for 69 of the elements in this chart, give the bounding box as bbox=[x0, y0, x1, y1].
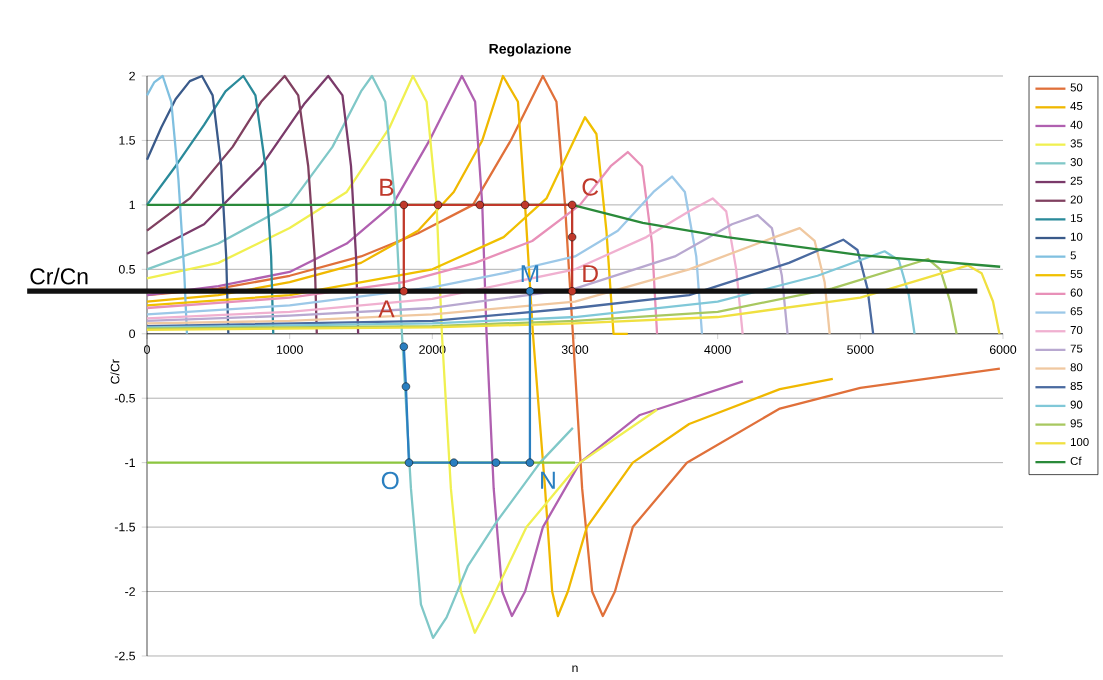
legend-label: 95 bbox=[1070, 419, 1083, 428]
point bbox=[525, 287, 535, 296]
point bbox=[568, 287, 577, 296]
point bbox=[491, 458, 501, 467]
legend-label: 20 bbox=[1070, 195, 1083, 204]
legend-label: 85 bbox=[1070, 381, 1083, 390]
x-tick-label: 1000 bbox=[276, 345, 303, 354]
legend-label: 40 bbox=[1070, 120, 1083, 129]
point bbox=[520, 200, 530, 210]
point bbox=[568, 232, 577, 242]
line-series bbox=[145, 74, 659, 634]
line-series bbox=[145, 74, 189, 335]
legend-label: 5 bbox=[1070, 251, 1076, 260]
point bbox=[401, 382, 411, 391]
annotation: C bbox=[582, 178, 599, 196]
x-axis-title: n bbox=[572, 665, 578, 673]
legend-label: 10 bbox=[1070, 232, 1083, 241]
point bbox=[568, 200, 577, 210]
y-tick-label: -1 bbox=[125, 458, 135, 467]
annotation: D bbox=[583, 265, 598, 283]
legend-label: 100 bbox=[1070, 438, 1089, 447]
x-tick-label: 4000 bbox=[704, 345, 731, 354]
line-series bbox=[145, 197, 744, 335]
legend-label: 90 bbox=[1070, 400, 1083, 409]
x-tick-label: 6000 bbox=[989, 345, 1017, 354]
point bbox=[404, 458, 414, 467]
legend-label: 80 bbox=[1070, 363, 1083, 372]
legend-label: 45 bbox=[1070, 102, 1083, 111]
chart-title: Regolazione bbox=[489, 43, 571, 57]
point bbox=[475, 200, 484, 210]
y-tick-label: 1.5 bbox=[119, 136, 135, 145]
legend-label: 70 bbox=[1070, 325, 1083, 335]
y-tick-label: -2.5 bbox=[114, 651, 135, 661]
legend-label: 65 bbox=[1070, 307, 1083, 316]
x-tick-label: 5000 bbox=[847, 345, 874, 354]
annotation: M bbox=[521, 265, 539, 283]
legend-label: 75 bbox=[1070, 344, 1083, 353]
y-tick-label: 2 bbox=[129, 71, 135, 81]
legend-label: 15 bbox=[1070, 214, 1083, 223]
legend-label: 30 bbox=[1070, 158, 1083, 167]
legend-label: Cf bbox=[1070, 456, 1082, 466]
point bbox=[449, 458, 459, 467]
annotation: O bbox=[381, 471, 399, 490]
legend-label: 55 bbox=[1070, 269, 1083, 278]
y-tick-label: -1.5 bbox=[114, 522, 135, 532]
point bbox=[399, 200, 408, 210]
y-tick-label: -2 bbox=[125, 587, 135, 596]
x-tick-label: 0 bbox=[144, 345, 150, 354]
annotation: A bbox=[378, 300, 395, 318]
y-tick-label: 0 bbox=[129, 329, 136, 339]
y-tick-label: 1 bbox=[129, 200, 135, 210]
line-series bbox=[145, 238, 875, 335]
y-tick-label: -0.5 bbox=[114, 393, 135, 403]
y-tick-label: 0.5 bbox=[118, 264, 135, 274]
point bbox=[399, 342, 408, 351]
line-series bbox=[145, 150, 659, 335]
point bbox=[525, 458, 535, 467]
legend-label: 50 bbox=[1070, 83, 1083, 92]
line-series bbox=[145, 74, 230, 335]
legend-label: 25 bbox=[1070, 176, 1083, 185]
point bbox=[399, 287, 408, 296]
legend-label: 35 bbox=[1070, 139, 1083, 148]
line-series bbox=[145, 175, 704, 335]
line-series bbox=[145, 74, 360, 335]
line-series bbox=[145, 74, 275, 335]
legend-label: 60 bbox=[1070, 288, 1083, 297]
point bbox=[433, 200, 443, 210]
y-axis-title: C/Cr bbox=[110, 359, 120, 384]
ref-line-label: Cr/Cn bbox=[30, 267, 88, 285]
